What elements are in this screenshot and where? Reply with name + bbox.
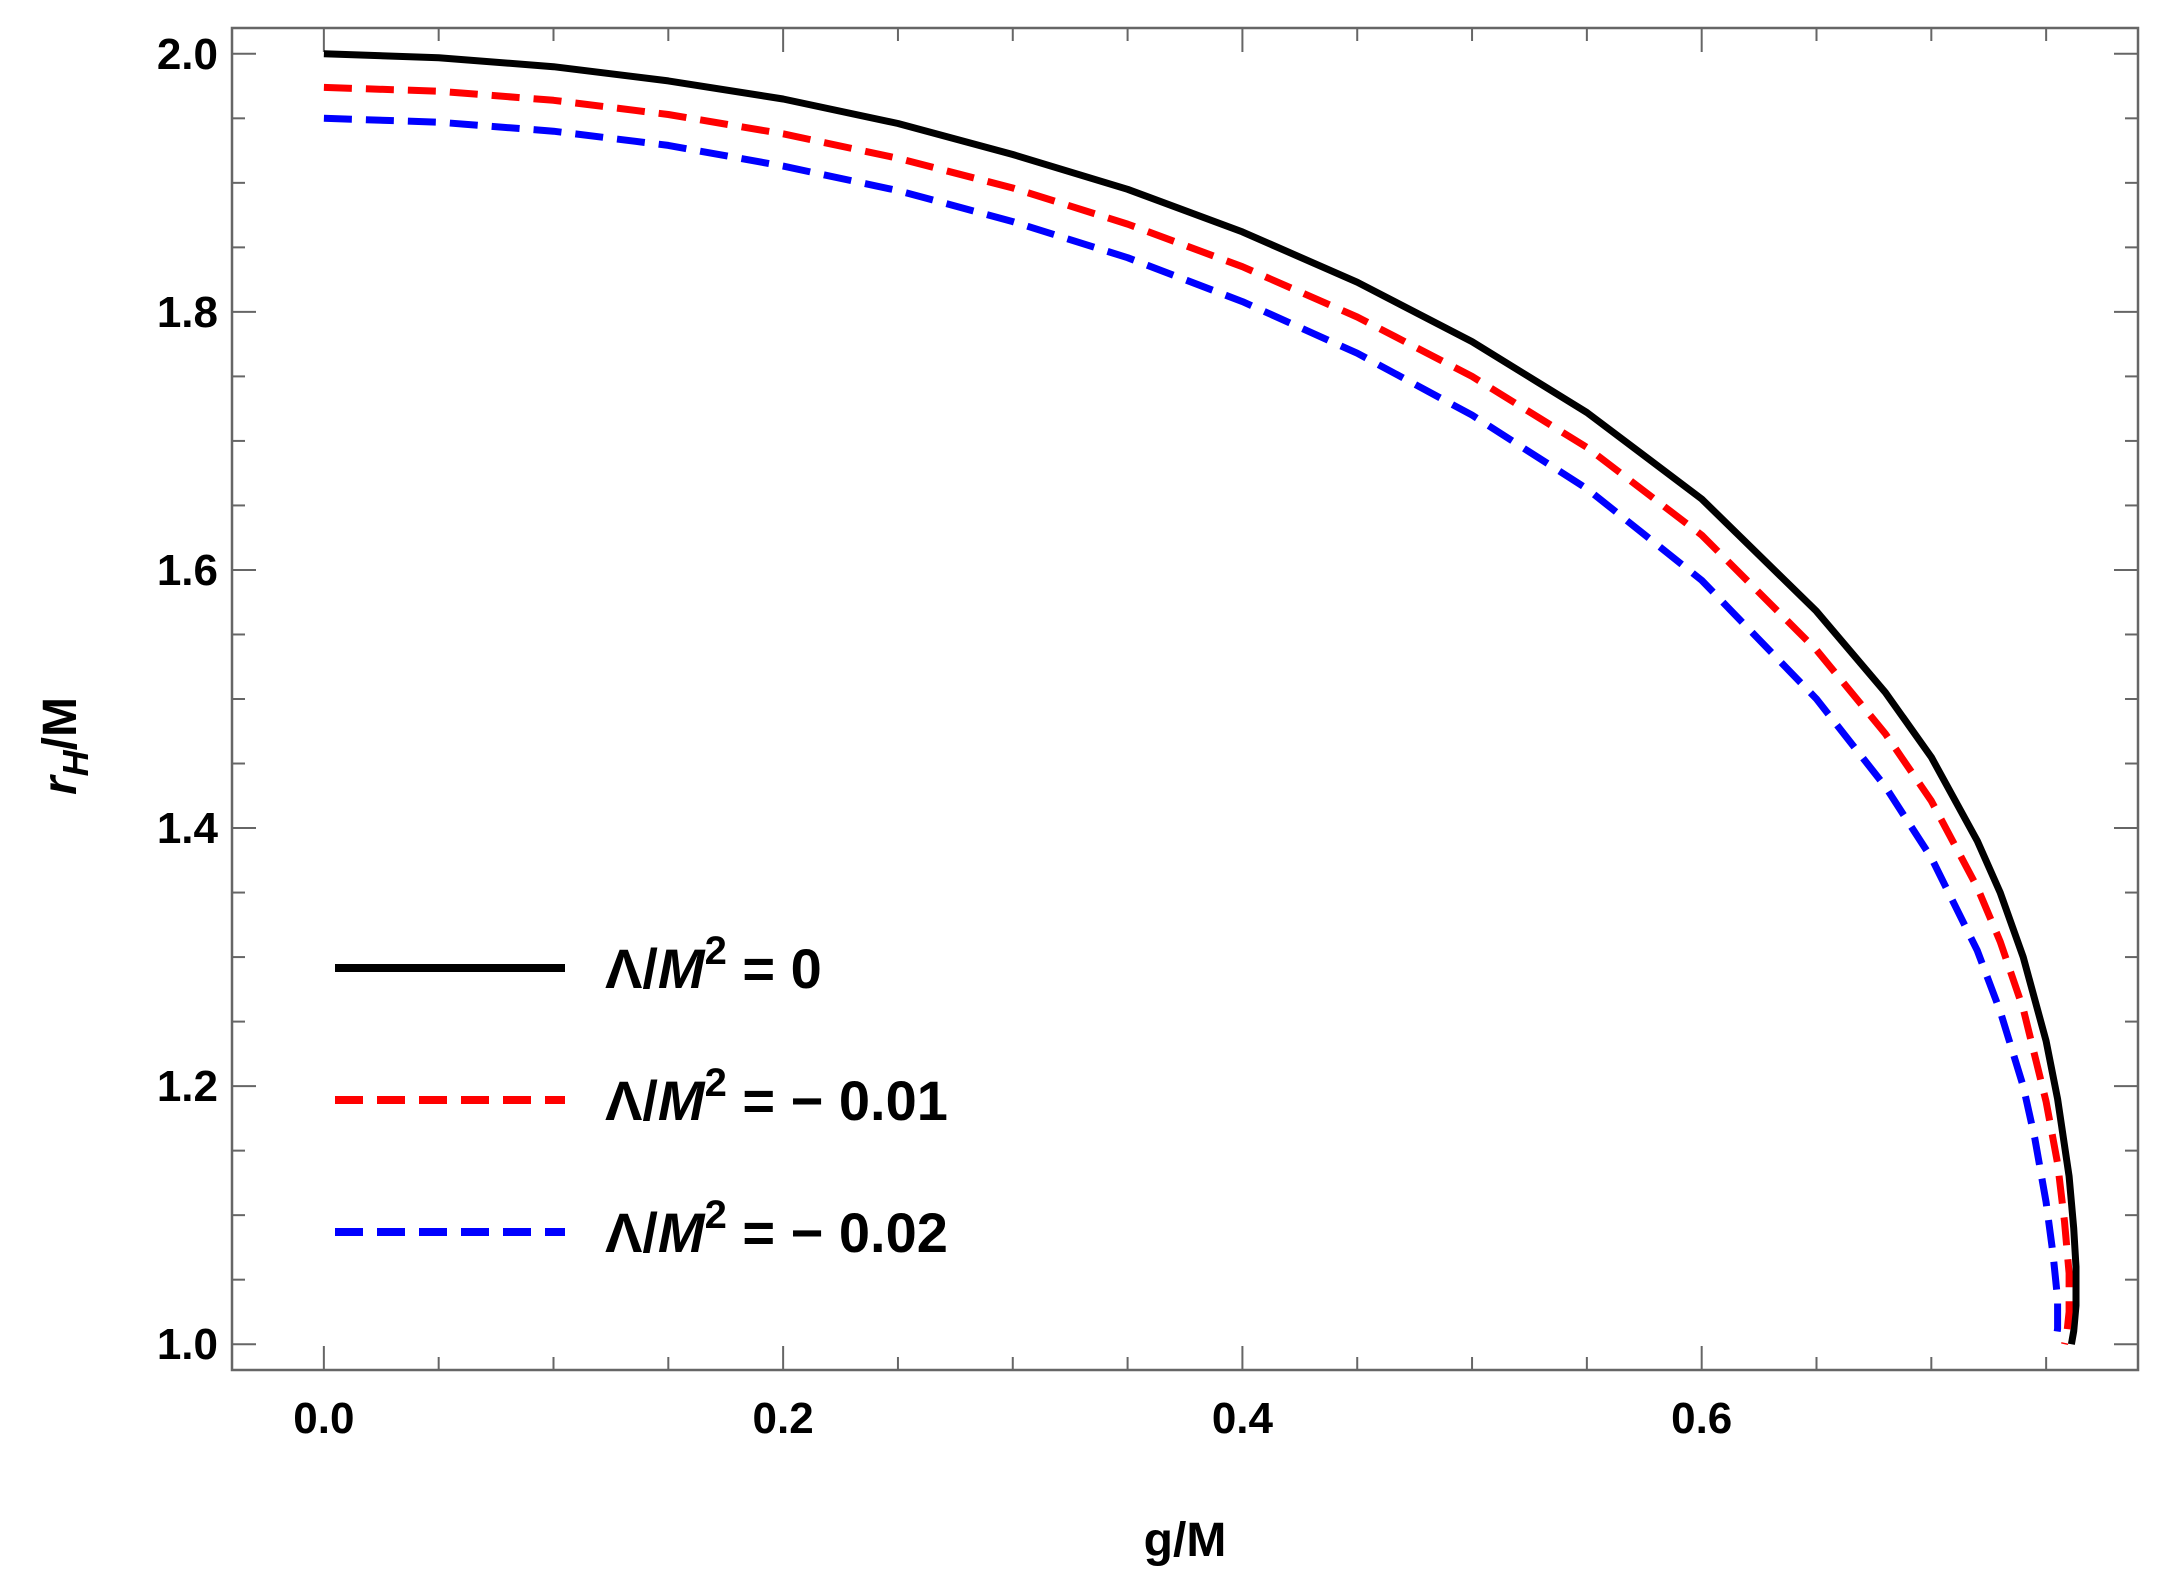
legend: Λ/M2 = 0Λ/M2 = − 0.01Λ/M2 = − 0.02 — [335, 929, 948, 1264]
series-line — [323, 83, 2073, 1345]
plot-frame — [230, 26, 2140, 1372]
legend-label: Λ/M2 = 0 — [605, 929, 822, 1000]
y-tick-label: 2.0 — [157, 30, 218, 79]
legend-label-sup: 2 — [705, 1061, 727, 1105]
legend-label-sup: 2 — [705, 1193, 727, 1237]
y-tick-label: 1.8 — [157, 288, 218, 337]
y-tick-label: 1.2 — [157, 1062, 218, 1111]
y-axis-label-suffix: /M — [34, 697, 87, 750]
y-axis-label: rH/M — [34, 697, 96, 795]
legend-label-suffix: = − 0.01 — [727, 1069, 948, 1132]
series-line — [323, 50, 2080, 1345]
legend-label-sup: 2 — [705, 929, 727, 973]
legend-label-prefix: Λ/ — [605, 1069, 658, 1132]
legend-label-suffix: = 0 — [727, 937, 822, 1000]
y-tick-label: 1.4 — [157, 804, 219, 853]
legend-label-var: M — [658, 1069, 706, 1132]
legend-label-var: M — [658, 1201, 706, 1264]
legend-label-var: M — [658, 937, 706, 1000]
legend-label-prefix: Λ/ — [605, 937, 658, 1000]
axis-tick-labels: 0.0 0.2 0.4 0.6 1.0 1.2 1.4 1.6 1.8 2.0 — [157, 30, 1732, 1443]
y-axis-label-main: r — [34, 774, 87, 795]
y-axis-label-sub: H — [55, 749, 96, 776]
series-lines — [323, 50, 2080, 1345]
x-tick-label: 0.4 — [1212, 1394, 1274, 1443]
x-tick-label: 0.2 — [753, 1394, 814, 1443]
legend-label: Λ/M2 = − 0.02 — [605, 1193, 948, 1264]
x-tick-label: 0.6 — [1671, 1394, 1732, 1443]
axis-ticks — [232, 28, 2138, 1370]
series-line — [323, 114, 2062, 1345]
x-axis-label: g/M — [1144, 1514, 1227, 1567]
y-tick-label: 1.0 — [157, 1320, 218, 1369]
legend-label-prefix: Λ/ — [605, 1201, 658, 1264]
x-tick-label: 0.0 — [293, 1394, 354, 1443]
legend-label-suffix: = − 0.02 — [727, 1201, 948, 1264]
legend-label: Λ/M2 = − 0.01 — [605, 1061, 948, 1132]
y-tick-label: 1.6 — [157, 546, 218, 595]
